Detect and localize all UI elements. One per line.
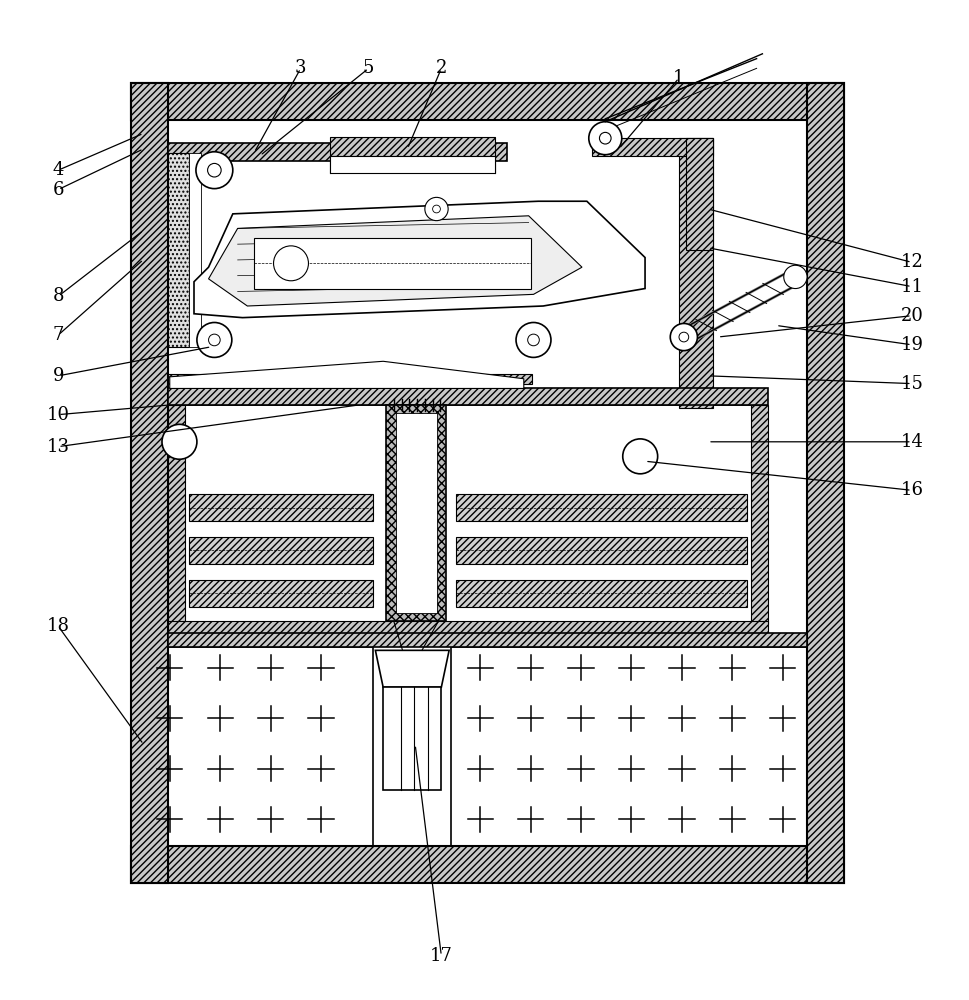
Bar bbox=[189, 537, 373, 564]
Polygon shape bbox=[375, 650, 449, 687]
Text: 14: 14 bbox=[899, 433, 922, 451]
Bar bbox=[131, 83, 843, 120]
Bar bbox=[254, 238, 530, 289]
Circle shape bbox=[678, 332, 688, 342]
Text: 5: 5 bbox=[362, 59, 374, 77]
Bar bbox=[750, 405, 767, 624]
Text: 15: 15 bbox=[899, 375, 922, 393]
Bar bbox=[591, 156, 685, 170]
Bar bbox=[455, 537, 746, 564]
Circle shape bbox=[273, 246, 308, 281]
Bar bbox=[168, 633, 806, 647]
Text: 7: 7 bbox=[52, 326, 64, 344]
Text: 8: 8 bbox=[52, 287, 64, 305]
Text: 4: 4 bbox=[52, 161, 64, 179]
Text: 17: 17 bbox=[429, 947, 453, 965]
Text: 1: 1 bbox=[672, 69, 684, 87]
Circle shape bbox=[432, 205, 440, 213]
Bar bbox=[168, 647, 373, 846]
Circle shape bbox=[599, 132, 610, 144]
Bar bbox=[386, 405, 446, 621]
Text: 12: 12 bbox=[899, 253, 922, 271]
Text: 13: 13 bbox=[47, 438, 70, 456]
Bar bbox=[678, 138, 712, 408]
Bar bbox=[168, 143, 507, 161]
Circle shape bbox=[208, 334, 220, 346]
Bar bbox=[395, 413, 436, 613]
Bar bbox=[189, 153, 201, 347]
Polygon shape bbox=[194, 201, 644, 318]
Bar bbox=[591, 138, 712, 156]
Bar bbox=[168, 374, 531, 384]
Text: 10: 10 bbox=[47, 406, 70, 424]
Text: 6: 6 bbox=[52, 181, 64, 199]
Bar bbox=[329, 137, 494, 156]
Bar bbox=[168, 388, 767, 405]
Bar bbox=[185, 405, 750, 621]
Circle shape bbox=[162, 424, 197, 459]
Bar bbox=[168, 120, 806, 846]
Circle shape bbox=[527, 334, 539, 346]
Circle shape bbox=[197, 322, 232, 357]
Bar bbox=[455, 494, 746, 521]
Bar bbox=[685, 138, 712, 250]
Text: 20: 20 bbox=[899, 307, 922, 325]
Bar bbox=[451, 647, 806, 846]
Text: 3: 3 bbox=[295, 59, 306, 77]
Circle shape bbox=[588, 122, 621, 155]
Bar bbox=[131, 83, 168, 883]
Text: 2: 2 bbox=[435, 59, 447, 77]
Bar bbox=[168, 153, 189, 347]
Text: 11: 11 bbox=[899, 278, 922, 296]
Text: 9: 9 bbox=[52, 367, 64, 385]
Bar bbox=[383, 687, 441, 790]
Text: 16: 16 bbox=[899, 481, 922, 499]
Circle shape bbox=[207, 163, 221, 177]
Bar bbox=[131, 846, 843, 883]
Circle shape bbox=[196, 152, 233, 189]
Bar bbox=[455, 580, 746, 607]
Bar bbox=[806, 83, 843, 883]
Bar bbox=[189, 580, 373, 607]
Bar bbox=[189, 494, 373, 521]
Circle shape bbox=[516, 322, 550, 357]
Polygon shape bbox=[208, 216, 581, 306]
Circle shape bbox=[670, 323, 697, 351]
Circle shape bbox=[622, 439, 657, 474]
Text: 18: 18 bbox=[47, 617, 70, 635]
Bar bbox=[329, 156, 494, 173]
Circle shape bbox=[783, 265, 806, 289]
Polygon shape bbox=[170, 361, 523, 388]
Bar bbox=[168, 405, 185, 624]
Bar bbox=[168, 621, 767, 636]
Text: 19: 19 bbox=[899, 336, 922, 354]
Circle shape bbox=[424, 197, 448, 221]
